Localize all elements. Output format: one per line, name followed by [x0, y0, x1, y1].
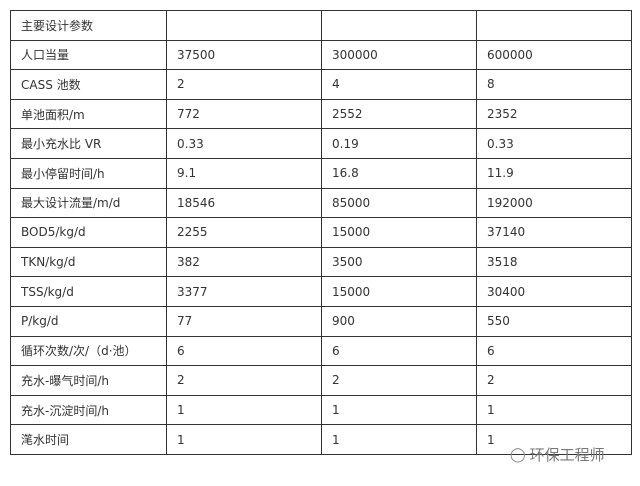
parameter-label-cell: TKN/kg/d	[10, 246, 167, 278]
value-cell: 3377	[166, 276, 322, 307]
value-cell: 2	[476, 365, 632, 396]
value-cell: 8	[476, 69, 632, 100]
table-row: TSS/kg/d 3377 15000 30400	[10, 276, 632, 307]
design-parameters-table: 主要设计参数 人口当量 37500 300000 600000 CASS 池数 2 4 8 单池面…	[10, 10, 632, 455]
parameter-label-cell: 循环次数/次/（d·池）	[10, 335, 167, 367]
table-row: 充水-沉淀时间/h 1 1 1	[10, 394, 632, 426]
value-cell: 37500	[166, 39, 322, 71]
parameter-label-cell: 最小停留时间/h	[10, 157, 167, 189]
value-cell: 1	[166, 394, 322, 426]
value-cell: 300000	[321, 39, 477, 71]
table-row: P/kg/d 77 900 550	[10, 305, 632, 337]
value-cell: 192000	[476, 187, 632, 219]
parameter-label-cell: 人口当量	[10, 39, 167, 71]
parameter-label-cell: 最小充水比 VR	[10, 128, 167, 159]
value-cell: 77	[166, 305, 322, 337]
value-cell: 9.1	[166, 157, 322, 189]
parameter-label-cell: CASS 池数	[10, 69, 167, 100]
value-cell: 600000	[476, 39, 632, 71]
value-cell: 1	[476, 424, 632, 455]
value-cell: 2352	[476, 98, 632, 130]
value-cell	[321, 10, 477, 41]
value-cell: 6	[166, 335, 322, 367]
value-cell: 18546	[166, 187, 322, 219]
value-cell: 85000	[321, 187, 477, 219]
watermark: ◯ 环保工程师	[510, 444, 605, 465]
value-cell: 900	[321, 305, 477, 337]
value-cell: 2	[166, 365, 322, 396]
value-cell: 2552	[321, 98, 477, 130]
value-cell: 0.19	[321, 128, 477, 159]
table-row: TKN/kg/d 382 3500 3518	[10, 246, 632, 278]
parameter-label-cell: 滗水时间	[10, 424, 167, 455]
value-cell: 1	[321, 394, 477, 426]
value-cell: 6	[321, 335, 477, 367]
value-cell: 11.9	[476, 157, 632, 189]
value-cell: 772	[166, 98, 322, 130]
value-cell: 2	[166, 69, 322, 100]
value-cell: 0.33	[476, 128, 632, 159]
table-row: 最大设计流量/m/d 18546 85000 192000	[10, 187, 632, 219]
parameter-label-cell: 主要设计参数	[10, 10, 167, 41]
watermark-text: 环保工程师	[529, 446, 605, 464]
parameter-label-cell: 单池面积/m	[10, 98, 167, 130]
wechat-icon: ◯	[510, 446, 526, 463]
value-cell: 3500	[321, 246, 477, 278]
value-cell: 37140	[476, 217, 632, 248]
value-cell: 16.8	[321, 157, 477, 189]
value-cell: 1	[166, 424, 322, 455]
value-cell: 3518	[476, 246, 632, 278]
table-row: 最小充水比 VR 0.33 0.19 0.33	[10, 128, 632, 159]
parameter-label-cell: BOD5/kg/d	[10, 217, 167, 248]
value-cell: 1	[321, 424, 477, 455]
value-cell	[166, 10, 322, 41]
table-row: 最小停留时间/h 9.1 16.8 11.9	[10, 157, 632, 189]
parameter-label-cell: 最大设计流量/m/d	[10, 187, 167, 219]
value-cell: 4	[321, 69, 477, 100]
value-cell: 382	[166, 246, 322, 278]
parameter-label-cell: P/kg/d	[10, 305, 167, 337]
value-cell: 1	[476, 394, 632, 426]
table-row: CASS 池数 2 4 8	[10, 69, 632, 100]
header-row: 主要设计参数	[10, 10, 632, 41]
value-cell: 0.33	[166, 128, 322, 159]
table-row: 人口当量 37500 300000 600000	[10, 39, 632, 71]
table-row: 单池面积/m 772 2552 2352	[10, 98, 632, 130]
value-cell: 15000	[321, 276, 477, 307]
parameter-label-cell: 充水-沉淀时间/h	[10, 394, 167, 426]
parameter-label-cell: 充水-曝气时间/h	[10, 365, 167, 396]
value-cell	[476, 10, 632, 41]
value-cell: 2	[321, 365, 477, 396]
value-cell: 15000	[321, 217, 477, 248]
table-row: 充水-曝气时间/h 2 2 2	[10, 365, 632, 396]
value-cell: 2255	[166, 217, 322, 248]
table-row: 循环次数/次/（d·池） 6 6 6	[10, 335, 632, 367]
value-cell: 550	[476, 305, 632, 337]
value-cell: 30400	[476, 276, 632, 307]
table-row: BOD5/kg/d 2255 15000 37140	[10, 217, 632, 248]
value-cell: 6	[476, 335, 632, 367]
parameter-label-cell: TSS/kg/d	[10, 276, 167, 307]
table-row: 滗水时间 1 1 1	[10, 424, 632, 455]
